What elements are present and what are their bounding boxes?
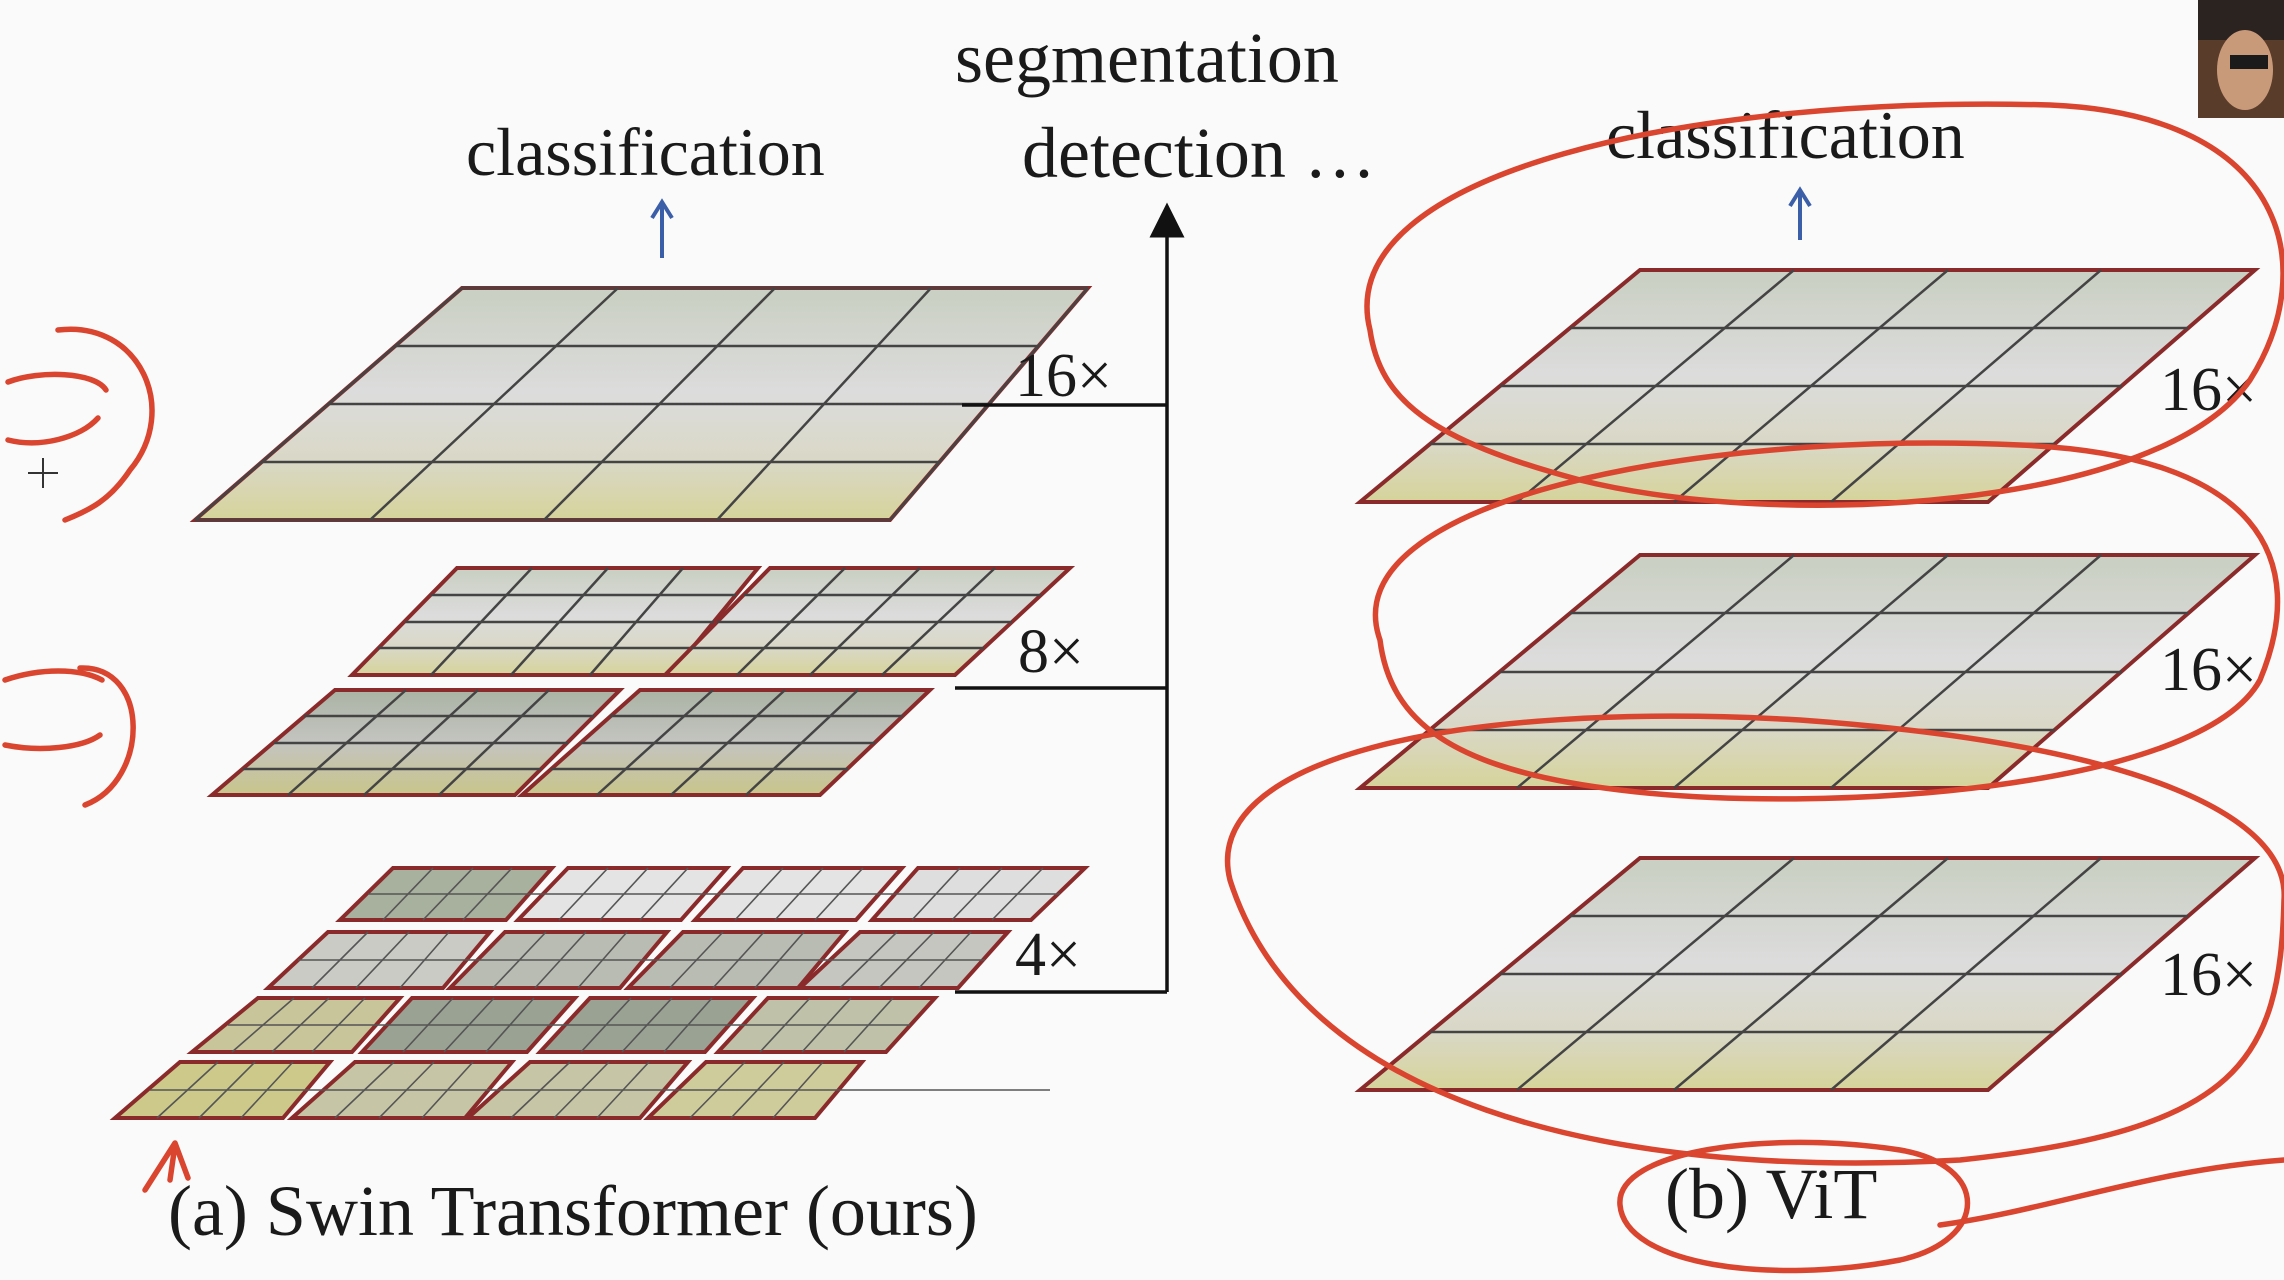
swin-panel: classification segmentation detection … …	[109, 18, 1376, 1251]
swin-scale-8x: 8×	[1018, 618, 1084, 686]
swin-layer-8x	[206, 566, 1076, 797]
webcam-thumbnail	[2198, 0, 2284, 118]
swin-scale-16x: 16×	[1015, 342, 1112, 410]
vit-caption: (b) ViT	[1665, 1154, 1877, 1234]
cursor-cross-icon	[28, 458, 58, 488]
vit-classification-arrowhead	[1788, 186, 1812, 208]
swin-8x-window	[206, 688, 625, 797]
annotation-stroke	[77, 665, 136, 808]
swin-caption: (a) Swin Transformer (ours)	[168, 1171, 978, 1251]
annotation-stroke	[5, 371, 109, 393]
swin-layer-4x	[109, 866, 1090, 1120]
annotation-stroke	[5, 415, 101, 446]
swin-8x-window	[516, 688, 935, 797]
vit-classification-label: classification	[1606, 97, 1965, 173]
swin-scale-4x: 4×	[1015, 921, 1081, 989]
detection-label: detection …	[1022, 113, 1376, 193]
swin-classification-arrowhead	[650, 198, 674, 220]
vit-scale-mid: 16×	[2160, 636, 2257, 704]
vit-scale-bot: 16×	[2160, 941, 2257, 1009]
vit-layer-top	[1354, 268, 2261, 504]
annotation-ellipse-vit-top	[1364, 101, 2284, 508]
annotation-ellipse-vit-mid	[1372, 440, 2281, 802]
swin-classification-label: classification	[466, 114, 825, 190]
vit-layer-bottom	[1354, 856, 2261, 1092]
annotation-ellipse-vit-caption	[1617, 1139, 1971, 1274]
annotation-stroke	[2, 732, 103, 752]
annotation-stroke	[55, 326, 155, 523]
annotation-stroke	[1937, 1157, 2284, 1228]
swin-8x-window	[660, 566, 1076, 677]
annotation-stroke	[2, 668, 105, 683]
swin-feature-connectors	[955, 202, 1185, 994]
vit-panel: classification 16× 16× 16× (b) ViT	[1354, 97, 2261, 1234]
swin-layer-16x	[189, 286, 1093, 522]
annotation-arrow	[142, 1140, 191, 1193]
vit-layer-mid	[1354, 553, 2261, 790]
segmentation-label: segmentation	[955, 18, 1339, 98]
